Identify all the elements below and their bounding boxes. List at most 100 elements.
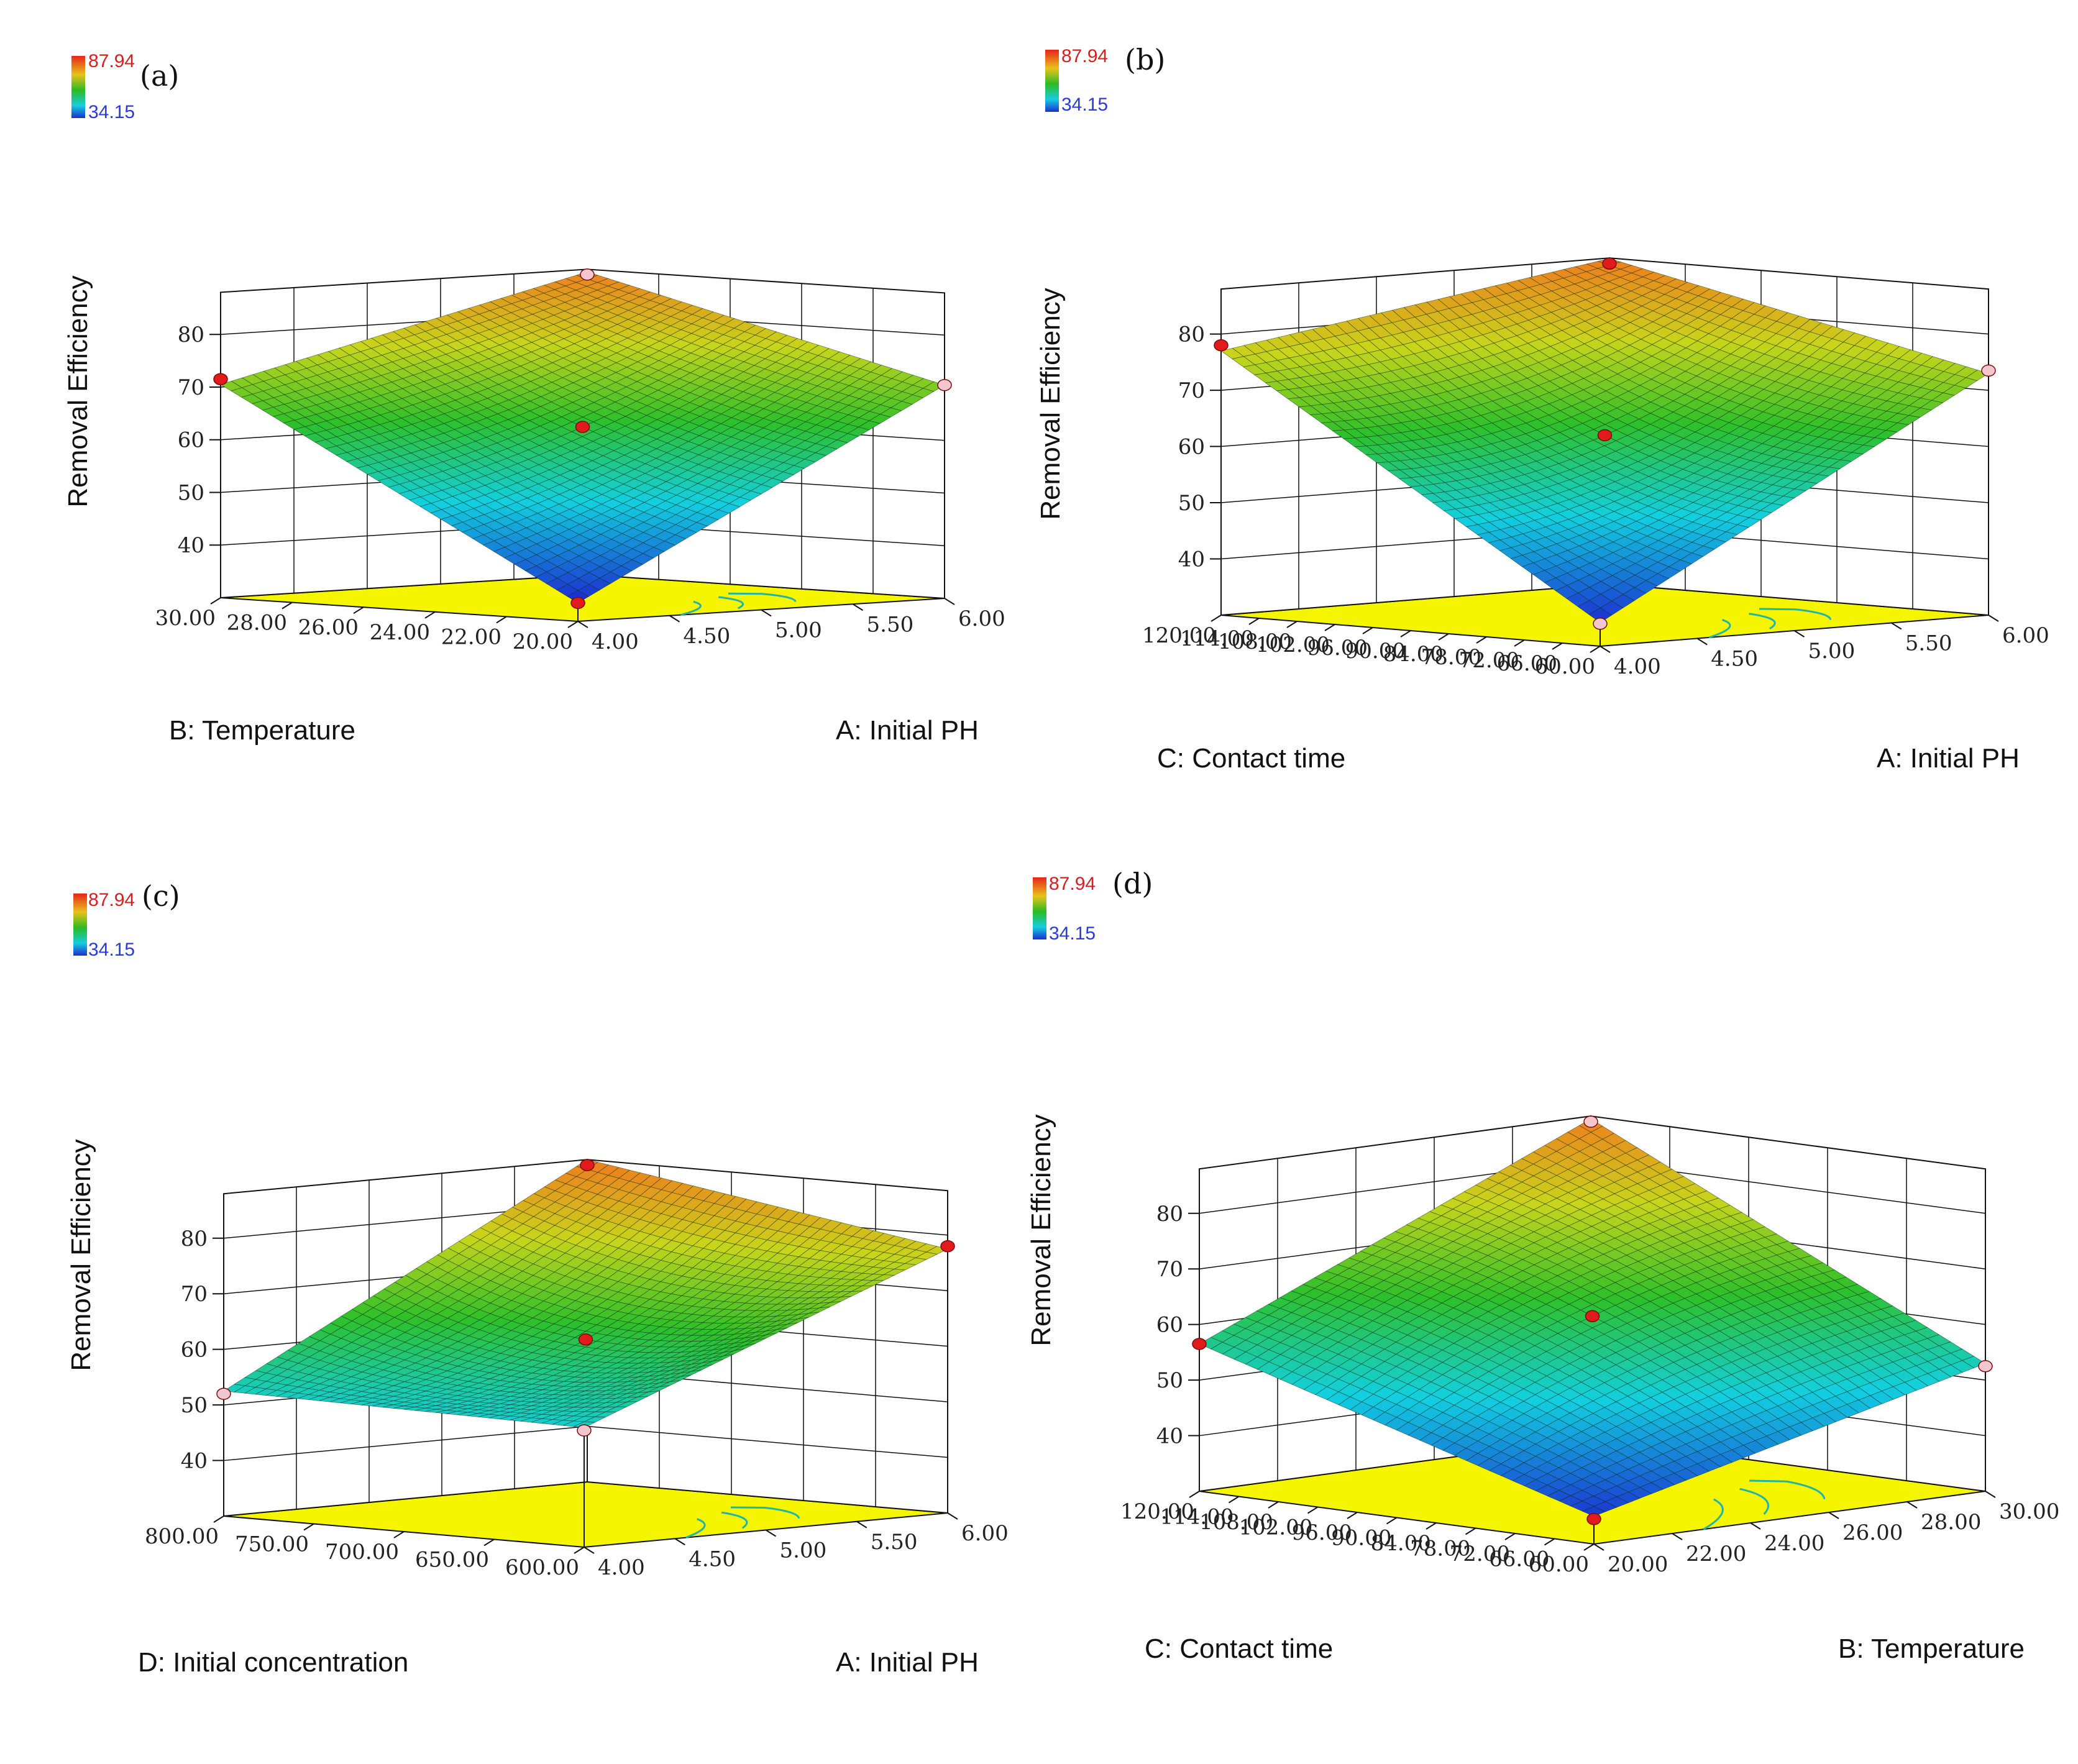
z-tick-label: 40: [181, 1449, 208, 1474]
y-axis-title-a: B: Temperature: [169, 715, 355, 746]
y-tick-mark: [1590, 646, 1601, 653]
panel-label-c: (c): [142, 879, 180, 913]
z-axis-title-c: Removal Efficiency: [66, 1139, 96, 1371]
z-tick-label: 60: [178, 428, 204, 453]
x-tick-label: 4.50: [689, 1547, 736, 1571]
x-tick-mark: [1985, 1491, 1996, 1498]
z-axis-title-d: Removal Efficiency: [1026, 1114, 1056, 1346]
x-tick-mark: [765, 1529, 777, 1537]
design-point: [1214, 339, 1229, 352]
surface-mesh-0: [220, 272, 945, 603]
x-tick-label: 4.00: [592, 629, 639, 654]
design-point: [1593, 618, 1608, 630]
x-tick-label: 30.00: [1999, 1499, 2059, 1524]
x-tick-mark: [584, 1547, 595, 1554]
y-tick-mark: [1544, 1538, 1555, 1546]
y-tick-label: 28.00: [227, 611, 287, 636]
design-point: [1585, 1310, 1600, 1323]
z-tick-label: 70: [1156, 1257, 1183, 1282]
floor-contour-line: [1749, 613, 1776, 630]
z-tick-label: 40: [1178, 547, 1205, 572]
x-tick-label: 5.50: [871, 1530, 918, 1555]
panel-label-b: (b): [1125, 43, 1165, 76]
z-tick-label: 60: [1156, 1313, 1183, 1338]
z-tick-label: 50: [1156, 1368, 1183, 1393]
legend-max-b: 87.94: [1061, 46, 1108, 66]
y-tick-mark: [1386, 1517, 1398, 1525]
design-point: [1586, 1513, 1601, 1525]
y-tick-mark: [393, 1531, 405, 1538]
x-tick-label: 5.50: [1905, 631, 1952, 656]
x-tick-label: 5.00: [1808, 639, 1856, 664]
z-tick-label: 50: [1178, 491, 1205, 516]
design-point: [577, 1424, 592, 1437]
legend-min-d: 34.15: [1049, 923, 1096, 944]
y-tick-mark: [1504, 1533, 1516, 1540]
design-point: [1597, 429, 1613, 442]
legend-bar-a: [71, 56, 85, 118]
surface-cell: [567, 590, 590, 603]
x-tick-label: 6.00: [958, 606, 1005, 631]
color-legend-d: 87.94 34.15: [1033, 874, 1096, 944]
x-tick-mark: [1906, 1501, 1918, 1509]
x-tick-mark: [761, 609, 772, 617]
y-tick-mark: [1211, 615, 1222, 622]
x-tick-label: 28.00: [1921, 1510, 1981, 1535]
x-tick-label: 5.50: [867, 612, 914, 637]
z-tick-label: 80: [181, 1227, 208, 1251]
y-tick-mark: [1514, 639, 1525, 647]
x-tick-mark: [947, 1512, 958, 1520]
x-tick-mark: [1891, 622, 1902, 630]
x-tick-label: 26.00: [1842, 1520, 1903, 1545]
y-tick-mark: [424, 611, 436, 619]
color-legend-b: 87.94 34.15: [1045, 46, 1108, 115]
y-tick-mark: [1400, 630, 1411, 638]
y-tick-mark: [567, 621, 579, 628]
y-tick-mark: [1248, 618, 1260, 625]
y-tick-mark: [210, 597, 221, 605]
x-tick-label: 22.00: [1686, 1542, 1746, 1566]
y-tick-mark: [483, 1538, 495, 1547]
y-axis-title-d: C: Contact time: [1145, 1634, 1333, 1664]
x-tick-mark: [1750, 1522, 1761, 1530]
y-tick-label: 700.00: [325, 1540, 399, 1565]
legend-bar-d: [1033, 877, 1046, 939]
y-tick-mark: [303, 1523, 314, 1531]
x-tick-mark: [852, 603, 864, 611]
y-tick-label: 26.00: [298, 615, 359, 640]
z-tick-label: 50: [178, 480, 204, 505]
y-tick-label: 600.00: [505, 1555, 579, 1580]
color-legend-c: 87.94 34.15: [73, 890, 135, 960]
legend-min-a: 34.15: [88, 102, 135, 122]
floor-contour-line: [728, 592, 797, 602]
design-point: [1978, 1360, 1993, 1373]
y-tick-label: 650.00: [415, 1548, 489, 1573]
y-tick-mark: [496, 616, 507, 624]
floor-contour-line: [1759, 608, 1832, 620]
x-tick-mark: [944, 598, 955, 605]
x-tick-mark: [1988, 615, 1999, 622]
y-tick-mark: [1476, 636, 1487, 644]
x-tick-mark: [1672, 1533, 1683, 1540]
x-tick-label: 6.00: [2002, 623, 2049, 648]
floor-contour-line: [680, 600, 702, 616]
z-tick-label: 60: [1178, 435, 1205, 460]
x-tick-label: 5.00: [780, 1538, 827, 1563]
design-point: [570, 596, 585, 610]
z-tick-label: 70: [181, 1282, 208, 1307]
y-tick-mark: [1583, 1543, 1595, 1551]
y-tick-mark: [1438, 633, 1449, 641]
floor-contour-line: [718, 596, 744, 610]
design-point: [578, 1333, 593, 1346]
x-tick-mark: [1828, 1512, 1839, 1519]
z-axis-title-b: Removal Efficiency: [1035, 288, 1066, 519]
y-tick-label: 30.00: [155, 606, 216, 631]
y-tick-mark: [1307, 1506, 1319, 1514]
z-tick-label: 40: [178, 533, 204, 558]
y-tick-mark: [1362, 627, 1373, 634]
